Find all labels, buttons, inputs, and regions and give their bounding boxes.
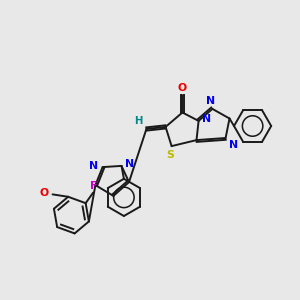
Text: N: N bbox=[206, 97, 215, 106]
Text: N: N bbox=[89, 160, 98, 171]
Text: N: N bbox=[202, 114, 211, 124]
Text: O: O bbox=[40, 188, 49, 198]
Text: S: S bbox=[166, 150, 174, 160]
Text: N: N bbox=[125, 159, 134, 170]
Text: H: H bbox=[134, 116, 142, 126]
Text: N: N bbox=[229, 140, 238, 150]
Text: F: F bbox=[90, 181, 98, 191]
Text: O: O bbox=[178, 83, 187, 93]
